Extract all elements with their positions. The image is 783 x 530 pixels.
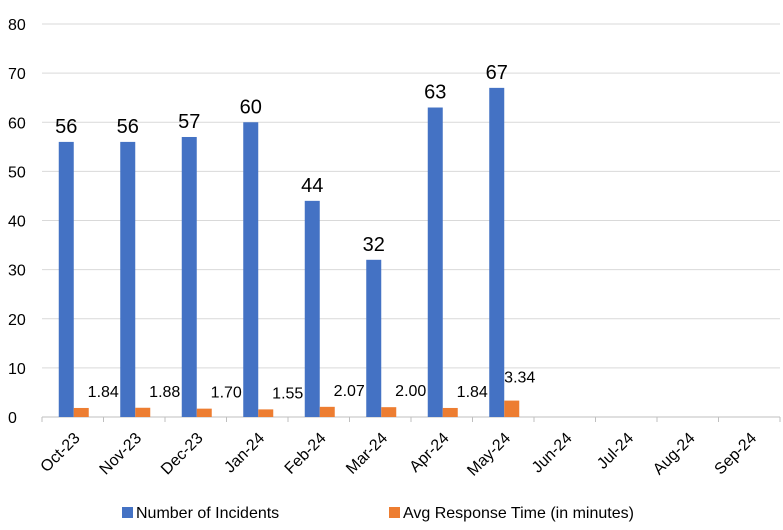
x-tick-label: Oct-23 [38,430,84,476]
response-time-data-label: 1.84 [88,384,119,401]
legend-label-incidents: Number of Incidents [136,505,279,522]
x-tick-label: Dec-23 [158,430,207,479]
legend-label-response-time: Avg Response Time (in minutes) [403,505,634,522]
incidents-data-label: 44 [301,175,323,197]
incidents-bar [304,200,320,417]
incidents-data-label: 56 [55,116,77,138]
response-time-bar [135,407,151,417]
y-tick-label: 30 [8,263,26,280]
y-tick-label: 70 [8,66,26,83]
response-time-data-label: 3.34 [504,370,535,387]
response-time-data-label: 2.07 [334,383,365,400]
response-time-bar [381,407,397,417]
y-tick-label: 10 [8,361,26,378]
response-time-bar [73,407,89,417]
x-tick-label: Sep-24 [712,430,761,479]
x-tick-label: Nov-23 [97,430,146,479]
incidents-bar [366,259,382,417]
x-tick-label: Jul-24 [594,430,637,473]
incidents-bar [243,122,259,417]
response-time-bar [258,409,274,417]
x-tick-label: Apr-24 [407,430,453,476]
response-time-data-label: 1.55 [272,385,303,402]
y-tick-label: 50 [8,164,26,181]
x-tick-label: Mar-24 [343,430,391,478]
incidents-bar [58,141,74,417]
incidents-bar [489,87,505,418]
x-tick-label: Jun-24 [529,430,576,477]
response-time-bar [442,407,458,417]
y-tick-label: 40 [8,214,26,231]
y-tick-label: 60 [8,115,26,132]
incidents-data-label: 56 [117,116,139,138]
response-time-bar [504,400,520,417]
incidents-data-label: 32 [363,234,385,256]
y-tick-label: 20 [8,312,26,329]
x-tick-label: Jan-24 [221,430,268,477]
incidents-data-label: 67 [486,62,508,84]
y-tick-label: 80 [8,17,26,34]
y-tick-label: 0 [8,410,17,427]
response-time-data-label: 1.70 [211,385,242,402]
incidents-data-label: 57 [178,111,200,133]
response-time-data-label: 1.88 [149,384,180,401]
x-tick-label: Aug-24 [650,430,699,479]
response-time-bar [196,408,212,417]
incidents-bar [181,136,197,418]
x-tick-label: Feb-24 [282,430,330,478]
incidents-bar [120,141,136,417]
incidents-data-label: 60 [240,96,262,118]
x-tick-label: May-24 [464,430,514,480]
response-time-data-label: 2.00 [395,383,426,400]
incidents-bar [427,107,443,417]
legend-swatch-incidents [122,507,133,518]
response-time-data-label: 1.84 [457,384,488,401]
incidents-data-label: 63 [424,82,446,104]
legend-swatch-response-time [389,507,400,518]
response-time-bar [319,406,335,417]
